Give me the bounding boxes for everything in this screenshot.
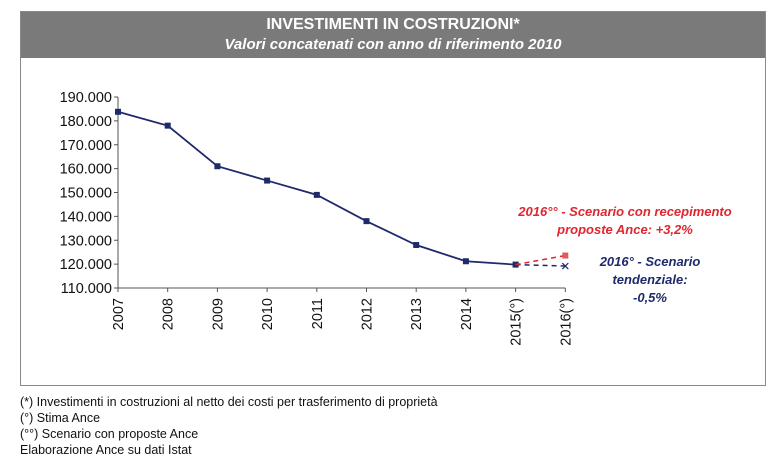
chart-frame: INVESTIMENTI IN COSTRUZIONI* Valori conc…	[20, 11, 766, 386]
x-tick-label: 2013	[409, 298, 425, 330]
data-point	[264, 177, 271, 184]
footnotes: (*) Investimenti in costruzioni al netto…	[20, 394, 438, 458]
x-tick-label: 2007	[111, 298, 127, 330]
annotation-line: 2016°° - Scenario con recepimento	[518, 204, 732, 219]
annotation-line: -0,5%	[633, 290, 667, 305]
x-tick-label: 2011	[310, 298, 326, 329]
data-point	[413, 242, 420, 249]
data-point	[115, 108, 121, 115]
y-tick-label: 120.000	[60, 257, 112, 273]
y-tick-label: 180.000	[60, 114, 112, 130]
footnote: (°) Stima Ance	[20, 411, 101, 425]
data-point	[462, 258, 469, 265]
x-tick-label: 2009	[210, 298, 226, 330]
x-tick-label: 2010	[260, 298, 276, 330]
x-tick-label: 2012	[360, 298, 376, 330]
y-tick-label: 160.000	[60, 162, 112, 178]
data-point-x-marker	[561, 262, 569, 270]
data-point	[214, 163, 221, 170]
y-tick-label: 190.000	[60, 90, 112, 106]
series-line-0	[117, 110, 516, 266]
series-line-2	[515, 254, 566, 266]
annotation-line: tendenziale:	[612, 272, 688, 287]
y-tick-label: 140.000	[60, 209, 112, 225]
data-point	[363, 218, 370, 225]
annotation-line: 2016° - Scenario	[599, 254, 701, 269]
chart-header: INVESTIMENTI IN COSTRUZIONI* Valori conc…	[21, 12, 765, 58]
footnote: (°°) Scenario con proposte Ance	[20, 427, 199, 441]
series-line-1	[515, 263, 566, 267]
x-tick-label: 2015(°)	[509, 298, 525, 346]
data-point	[313, 191, 320, 198]
data-point	[164, 122, 171, 129]
annotation-proposte-ance: 2016°° - Scenario con recepimento propos…	[490, 203, 760, 239]
footnote: (*) Investimenti in costruzioni al netto…	[20, 395, 438, 409]
y-tick-label: 150.000	[60, 186, 112, 202]
y-tick-label: 130.000	[60, 233, 112, 249]
y-tick-label: 170.000	[60, 138, 112, 154]
annotation-line: proposte Ance: +3,2%	[557, 222, 693, 237]
y-tick-label: 110.000	[61, 281, 112, 297]
chart-subtitle: Valori concatenati con anno di riferimen…	[224, 36, 562, 53]
chart-title: INVESTIMENTI IN COSTRUZIONI*	[266, 16, 520, 33]
x-tick-label: 2016(°)	[558, 298, 574, 346]
annotation-tendenziale: 2016° - Scenario tendenziale: -0,5%	[580, 253, 720, 307]
footnote: Elaborazione Ance su dati Istat	[20, 443, 192, 457]
x-tick-label: 2014	[459, 298, 475, 330]
data-point	[562, 252, 569, 259]
x-tick-label: 2008	[161, 298, 177, 330]
